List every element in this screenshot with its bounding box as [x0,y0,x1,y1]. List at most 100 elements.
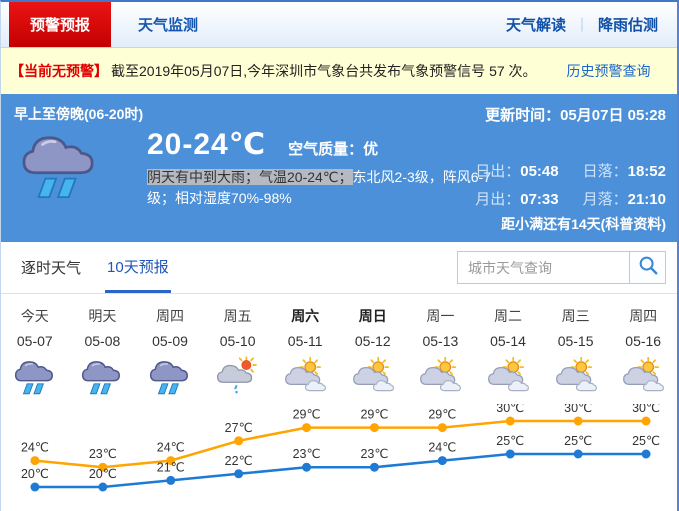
forecast-day[interactable]: 周四 05-09 [136,304,204,404]
sunset-value: 18:52 [627,163,666,180]
forecast-toolbar: 逐时天气 10天预报 [1,242,677,294]
no-warning-badge: 【当前无预警】 [10,63,108,79]
day-label: 周三 [561,308,590,324]
sun-shower-icon [204,356,272,401]
update-time: 更新时间：05月07日 05:28 [485,104,666,125]
current-temp-range: 20-24℃ [147,128,267,161]
forecast-day[interactable]: 周六 05-11 [271,304,339,404]
forecast-day[interactable]: 周五 05-10 [204,304,272,404]
svg-text:23℃: 23℃ [293,447,321,461]
forecast-days: 今天 05-07 明天 05-08 周四 05-09 周五 05-10 周六 05-11 周日 05-… [1,294,677,404]
day-label: 今天 [20,308,49,324]
sun-moon-times: 日出：05:48 日落：18:52 月出：07:33 月落：21:10 [475,160,666,209]
rain-icon [136,356,204,401]
air-quality-label: 空气质量： [288,141,364,158]
rain-icon [69,356,137,401]
forecast-day[interactable]: 周一 05-13 [407,304,475,404]
sunset-time: 日落：18:52 [583,160,666,181]
day-label: 周二 [493,308,522,324]
link-weather-interpretation[interactable]: 天气解读 [505,17,566,34]
day-date: 05-13 [422,333,459,349]
rain-icon [1,356,69,401]
nav-separator: ｜ [574,16,589,33]
sunset-label: 日落： [582,163,628,180]
current-conditions-panel: 早上至傍晚(06-20时) 更新时间：05月07日 05:28 20-24℃ 空… [1,94,677,242]
day-date: 05-12 [354,333,391,349]
forecast-day[interactable]: 周二 05-14 [474,304,542,404]
air-quality: 空气质量：优 [288,138,378,159]
weather-description-highlighted: 阴天有中到大雨；气温20-24℃； [147,169,353,185]
search-icon [637,254,659,281]
city-search [457,242,666,293]
partly-cloudy-icon [407,356,475,401]
day-label: 周五 [223,308,252,324]
moonset-value: 21:10 [627,191,666,208]
svg-text:25℃: 25℃ [496,434,524,448]
moonset-time: 月落：21:10 [583,188,666,209]
moonrise-value: 07:33 [520,191,559,208]
link-rainfall-estimate[interactable]: 降雨估测 [597,17,658,34]
day-date: 05-10 [219,333,256,349]
city-search-input[interactable] [457,251,629,284]
search-button[interactable] [629,251,666,284]
history-warning-link[interactable]: 历史预警查询 [566,63,651,79]
partly-cloudy-icon [609,356,677,401]
temperature-chart: 24℃ 23℃ 24℃ 27℃ 29℃ 29℃ 29℃ 30℃ 30℃ 30℃ 20℃ 20℃ 21℃ 2… [21,401,660,492]
science-info-link[interactable]: (科普资料) [600,216,666,232]
day-label: 周一 [426,308,455,324]
svg-text:25℃: 25℃ [564,434,592,448]
warning-banner: 【当前无预警】 截至2019年05月07日,今年深圳市气象台共发布气象预警信号 … [1,48,677,94]
current-main: 20-24℃ 空气质量：优 阴天有中到大雨；气温20-24℃；东北风2-3级，阵… [147,128,499,209]
svg-text:29℃: 29℃ [428,408,456,422]
day-label: 周日 [358,308,387,324]
nav-spacer [225,2,497,47]
moonset-label: 月落： [582,191,628,208]
current-weather-rain-icon [17,127,103,206]
svg-text:29℃: 29℃ [293,408,321,422]
partly-cloudy-icon [271,356,339,401]
tab-ten-day-forecast[interactable]: 10天预报 [105,242,171,293]
forecast-day[interactable]: 周四 05-16 [609,304,677,404]
svg-text:23℃: 23℃ [360,447,388,461]
day-date: 05-14 [490,333,526,349]
svg-text:25℃: 25℃ [632,434,660,448]
day-date: 05-07 [16,333,53,349]
day-date: 05-09 [152,333,188,349]
svg-text:24℃: 24℃ [157,441,185,455]
update-time-value: 05月07日 05:28 [560,107,666,124]
tab-warning-forecast[interactable]: 预警预报 [9,2,112,47]
temperature-chart-area: 24℃ 23℃ 24℃ 27℃ 29℃ 29℃ 29℃ 30℃ 30℃ 30℃ 20℃ 20℃ 21℃ 2… [1,401,677,511]
svg-text:22℃: 22℃ [225,454,253,468]
forecast-day[interactable]: 明天 05-08 [69,304,137,404]
svg-text:30℃: 30℃ [496,404,524,415]
day-date: 05-08 [84,333,121,349]
update-time-label: 更新时间： [485,107,561,124]
air-quality-value: 优 [363,141,379,158]
partly-cloudy-icon [542,356,610,401]
weather-description-rest: 东北风2-3级，阵风6-7级；相对湿度70%-98% [147,169,491,206]
svg-text:27℃: 27℃ [225,421,253,435]
weather-description: 阴天有中到大雨；气温20-24℃；东北风2-3级，阵风6-7级；相对湿度70%-… [147,167,499,209]
warning-summary-text: 截至2019年05月07日,今年深圳市气象台共发布气象预警信号 57 次。 [111,63,537,79]
forecast-day[interactable]: 周三 05-15 [542,304,610,404]
svg-text:20℃: 20℃ [21,467,49,481]
sunrise-label: 日出： [475,163,521,180]
solar-term-countdown: 距小满还有14天(科普资料) [501,214,666,234]
sunrise-value: 05:48 [520,163,559,180]
moonrise-label: 月出： [475,191,521,208]
svg-text:23℃: 23℃ [89,447,117,461]
forecast-day[interactable]: 今天 05-07 [1,304,69,404]
day-label: 周四 [155,308,184,324]
day-label: 周四 [629,308,658,324]
day-date: 05-16 [625,333,662,349]
day-label: 周六 [291,308,320,324]
top-nav: 预警预报 天气监测 天气解读 ｜ 降雨估测 [1,2,677,48]
tab-weather-monitor[interactable]: 天气监测 [138,17,199,34]
moonrise-time: 月出：07:33 [475,188,558,209]
tab-hourly-weather[interactable]: 逐时天气 [21,260,82,277]
partly-cloudy-icon [339,356,407,401]
forecast-day[interactable]: 周日 05-12 [339,304,407,404]
day-label: 明天 [88,308,117,324]
day-date: 05-15 [557,333,594,349]
